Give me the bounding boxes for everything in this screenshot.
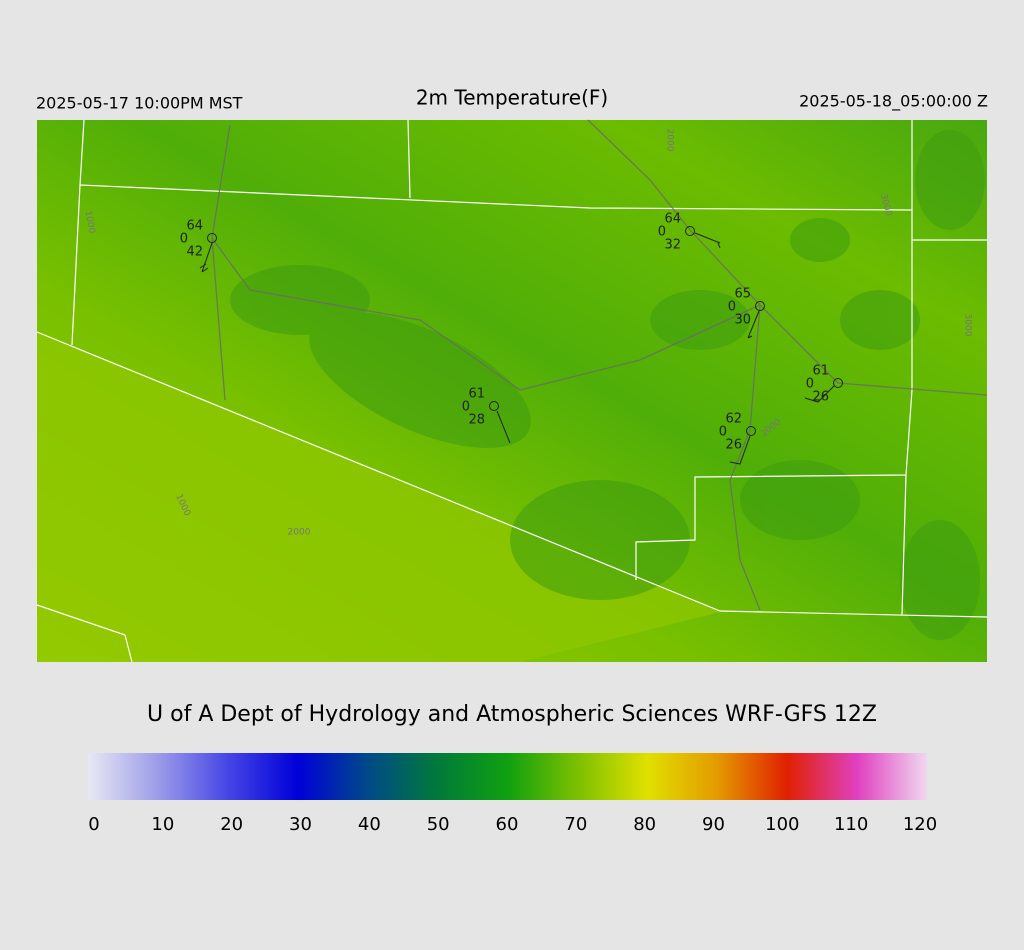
station-marker (685, 226, 695, 236)
map (36, 119, 988, 663)
station-marker (755, 301, 765, 311)
map-title: 2m Temperature(F) (416, 86, 608, 110)
colorbar-tick-label: 120 (903, 814, 937, 835)
station-temperature: 62 (725, 412, 742, 427)
colorbar-tick-label: 50 (427, 814, 450, 835)
roads (211, 119, 988, 611)
colorbar-tick-label: 0 (88, 814, 99, 835)
wind-barb (199, 242, 213, 273)
colorbar-ticks: 0 10 20 30 40 50 60 70 80 90 100 110 120 (88, 814, 937, 835)
station-marker (833, 378, 843, 388)
station-temperature: 64 (664, 212, 681, 227)
colorbar-tick-label: 30 (289, 814, 312, 835)
station-dewpoint: 26 (812, 390, 829, 405)
wind-barb (496, 410, 511, 444)
station-pressure: 0 (180, 232, 188, 247)
station-marker (207, 233, 217, 243)
local-time: 2025-05-17 10:00PM MST (36, 94, 243, 113)
wind-barb (747, 310, 760, 339)
wind-barb (804, 385, 835, 403)
wind-barb (729, 435, 751, 465)
colorbar-tick-label: 40 (358, 814, 381, 835)
contour-label: 3000 (963, 314, 973, 337)
valid-time: 2025-05-18_05:00:00 Z (799, 92, 988, 112)
contour-label: 2000 (288, 528, 311, 538)
station-dewpoint: 30 (734, 313, 751, 328)
station-temperature: 61 (812, 364, 829, 379)
colorbar-tick-label: 100 (765, 814, 799, 835)
station-pressure: 0 (658, 225, 666, 240)
station-marker (746, 426, 756, 436)
station-temperature: 64 (186, 219, 203, 234)
station-pressure: 0 (462, 400, 470, 415)
station-dewpoint: 42 (186, 245, 203, 260)
colorbar-tick-label: 10 (151, 814, 174, 835)
colorbar-tick-label: 90 (702, 814, 725, 835)
station-dewpoint: 32 (664, 238, 681, 253)
colorbar-tick-label: 20 (220, 814, 243, 835)
colorbar-tick-label: 110 (834, 814, 868, 835)
station-pressure: 0 (728, 300, 736, 315)
colorbar (88, 753, 927, 800)
contour-label: 2000 (665, 129, 675, 152)
colorbar-tick-label: 70 (564, 814, 587, 835)
wind-barb (694, 232, 721, 249)
station-temperature: 61 (468, 387, 485, 402)
borders (36, 119, 988, 663)
colorbar-tick-label: 80 (633, 814, 656, 835)
station-pressure: 0 (806, 377, 814, 392)
station-pressure: 0 (719, 425, 727, 440)
station-dewpoint: 26 (725, 438, 742, 453)
station-dewpoint: 28 (468, 413, 485, 428)
contour-label: 1000 (83, 210, 97, 235)
station-marker (489, 401, 499, 411)
credit: U of A Dept of Hydrology and Atmospheric… (147, 702, 877, 727)
terrain-shading (230, 130, 985, 640)
colorbar-tick-label: 60 (496, 814, 519, 835)
station-temperature: 65 (734, 287, 751, 302)
